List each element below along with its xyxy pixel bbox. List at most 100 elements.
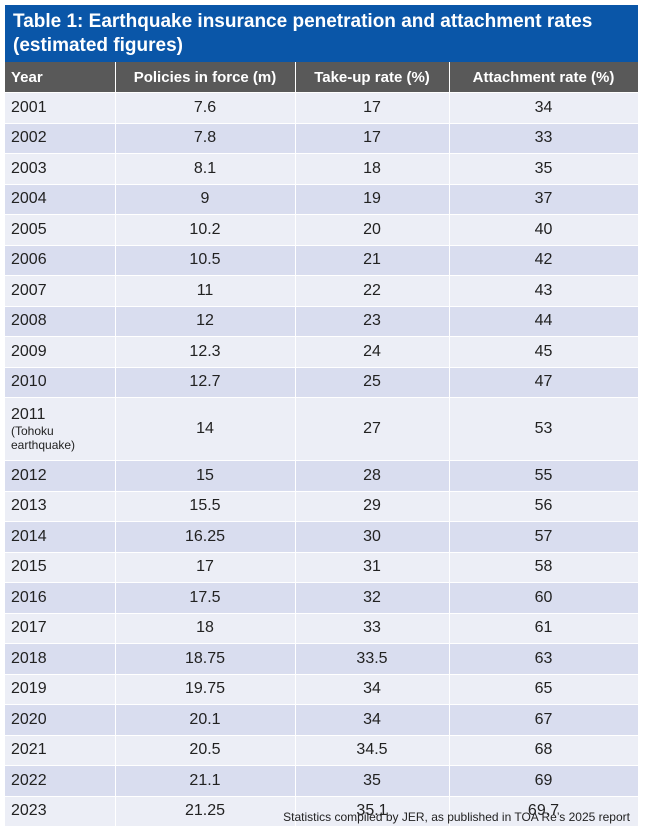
table-cell: 2002 bbox=[5, 122, 116, 154]
cell-text: 17 bbox=[363, 98, 381, 116]
table-cell: 32 bbox=[295, 582, 450, 613]
table-cell: 33.5 bbox=[295, 643, 450, 674]
column-header: Take-up rate (%) bbox=[295, 62, 450, 93]
cell-text: 28 bbox=[363, 466, 381, 484]
cell-text: 2002 bbox=[11, 129, 47, 147]
cell-text: 2015 bbox=[11, 558, 47, 576]
table-cell: 17 bbox=[295, 122, 450, 154]
cell-text: 2010 bbox=[11, 373, 47, 391]
column-header: Attachment rate (%) bbox=[449, 62, 639, 93]
table-cell: 37 bbox=[449, 183, 639, 215]
cell-text: 45 bbox=[534, 342, 553, 360]
table-cell: 56 bbox=[449, 490, 639, 522]
cell-text: 63 bbox=[534, 649, 553, 667]
cell-text: 2008 bbox=[11, 312, 47, 330]
cell-text: 19.75 bbox=[184, 680, 226, 698]
cell-text: 47 bbox=[534, 373, 553, 391]
cell-text: 20.1 bbox=[189, 710, 221, 728]
cell-text: 20 bbox=[363, 220, 381, 238]
table-cell: 40 bbox=[449, 214, 639, 245]
cell-text: 34.5 bbox=[356, 741, 388, 759]
table-cell: 20.1 bbox=[115, 704, 296, 735]
table-cell: 31 bbox=[295, 551, 450, 583]
cell-text: 35.1 bbox=[356, 802, 388, 820]
cell-text: 24 bbox=[363, 342, 381, 360]
cell-text: 35 bbox=[363, 771, 381, 789]
table-cell: 61 bbox=[449, 612, 639, 644]
table-cell: 19 bbox=[295, 183, 450, 215]
cell-text: 2016 bbox=[11, 588, 47, 606]
cell-text: 2011 bbox=[11, 406, 46, 423]
cell-text: 18 bbox=[196, 619, 214, 637]
table-cell: 24 bbox=[295, 336, 450, 367]
table-row: 2002 7.8 17 33 bbox=[5, 122, 639, 154]
column-header: Policies in force (m) bbox=[115, 62, 296, 93]
cell-text: 40 bbox=[534, 220, 553, 238]
cell-text: 69 bbox=[534, 771, 553, 789]
cell-text: 60 bbox=[534, 588, 553, 606]
table-cell: 2004 bbox=[5, 183, 116, 215]
table-cell: 8.1 bbox=[115, 153, 296, 184]
table-cell: 35.1 bbox=[295, 795, 450, 826]
cell-text: 17.5 bbox=[189, 588, 221, 606]
cell-text: 57 bbox=[534, 527, 553, 545]
cell-text: 8.1 bbox=[193, 159, 217, 177]
table-cell: 10.2 bbox=[115, 214, 296, 245]
table-cell: 2006 bbox=[5, 244, 116, 276]
table-cell: 65 bbox=[449, 673, 639, 705]
table-cell: 2013 bbox=[5, 490, 116, 522]
table-cell: 11 bbox=[115, 275, 296, 306]
cell-text: 29 bbox=[363, 497, 381, 515]
table-cell: 44 bbox=[449, 305, 639, 337]
table-cell: 58 bbox=[449, 551, 639, 583]
cell-text: 2005 bbox=[11, 220, 47, 238]
table-cell: 18 bbox=[295, 153, 450, 184]
cell-text: 14 bbox=[196, 420, 214, 437]
table-cell: 2020 bbox=[5, 704, 116, 735]
table-cell: 2019 bbox=[5, 673, 116, 705]
cell-text: 65 bbox=[534, 680, 553, 698]
cell-text: 61 bbox=[534, 619, 553, 637]
table-cell: 2012 bbox=[5, 460, 116, 491]
table-row: 2006 10.5 21 42 bbox=[5, 244, 639, 276]
cell-text: 2004 bbox=[11, 190, 47, 208]
cell-text: 56 bbox=[534, 497, 553, 515]
table-row: 2003 8.1 18 35 bbox=[5, 153, 639, 184]
cell-text: 16.25 bbox=[184, 527, 226, 545]
table-cell: 20 bbox=[295, 214, 450, 245]
table-body: 2001 7.6 17 34 2002 7.8 17 33 2003 8.1 18 35 2004 9 19… bbox=[5, 92, 639, 826]
table-cell: 69.7 bbox=[449, 795, 639, 826]
table-cell: 68 bbox=[449, 734, 639, 766]
table-cell: 34.5 bbox=[295, 734, 450, 766]
table-row: 2023 21.25 35.1 69.7 bbox=[5, 795, 639, 826]
cell-text: 10.5 bbox=[189, 251, 221, 269]
table-cell: 2022 bbox=[5, 765, 116, 796]
cell-text: 37 bbox=[534, 190, 553, 208]
table-row: 2001 7.6 17 34 bbox=[5, 92, 639, 123]
table-cell: 15.5 bbox=[115, 490, 296, 522]
cell-text: 2014 bbox=[11, 527, 47, 545]
cell-text: 33 bbox=[534, 129, 553, 147]
table-cell: 67 bbox=[449, 704, 639, 735]
cell-text: 17 bbox=[363, 129, 381, 147]
cell-text: 2018 bbox=[11, 649, 47, 667]
table-row: 2012 15 28 55 bbox=[5, 460, 639, 491]
table-cell: 21.1 bbox=[115, 765, 296, 796]
table-cell: 9 bbox=[115, 183, 296, 215]
table-cell: 29 bbox=[295, 490, 450, 522]
cell-text: 12.3 bbox=[189, 342, 221, 360]
table-cell: 30 bbox=[295, 521, 450, 552]
cell-text: 9 bbox=[200, 190, 210, 208]
table-cell: 2009 bbox=[5, 336, 116, 367]
table-cell: 12.7 bbox=[115, 366, 296, 398]
table-row: 2010 12.7 25 47 bbox=[5, 366, 639, 398]
table-cell: 2023 bbox=[5, 795, 116, 826]
cell-text: 34 bbox=[363, 680, 381, 698]
cell-text: 2013 bbox=[11, 497, 47, 515]
cell-text: 2001 bbox=[11, 98, 47, 116]
table-row: 2013 15.5 29 56 bbox=[5, 490, 639, 522]
cell-text: 53 bbox=[534, 420, 553, 437]
cell-text: 21.1 bbox=[189, 771, 221, 789]
table-cell: 14 bbox=[115, 397, 296, 461]
table-cell: 43 bbox=[449, 275, 639, 306]
